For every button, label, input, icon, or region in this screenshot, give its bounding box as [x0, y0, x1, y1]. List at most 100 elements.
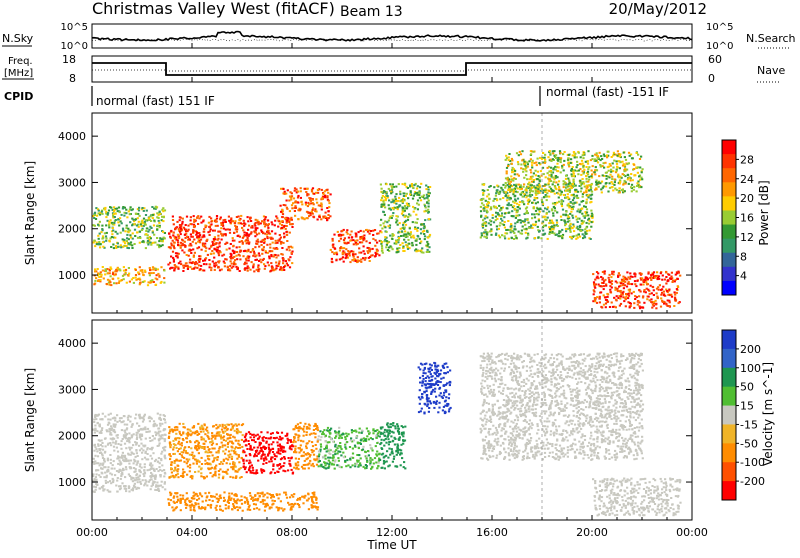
power-cell: [671, 272, 673, 274]
power-cell: [660, 272, 662, 274]
velocity-cell: [184, 446, 186, 448]
power-cell: [557, 184, 559, 186]
power-cell: [150, 237, 152, 239]
velocity-cell: [163, 475, 165, 477]
power-cell: [141, 220, 143, 222]
power-cell: [229, 269, 231, 271]
power-cell: [549, 228, 551, 230]
power-cell: [278, 260, 280, 262]
velocity-cell: [199, 427, 201, 429]
power-cell: [281, 224, 283, 226]
power-cell: [591, 173, 593, 175]
power-cell: [587, 171, 589, 173]
power-cell: [626, 163, 628, 165]
power-cell: [190, 245, 192, 247]
velocity-cell: [226, 429, 228, 431]
power-cell: [634, 275, 636, 277]
velocity-cell: [149, 430, 151, 432]
velocity-cell: [236, 471, 238, 473]
velocity-cell: [164, 488, 166, 490]
power-cell: [104, 273, 106, 275]
velocity-cell: [109, 491, 111, 493]
power-cell: [118, 225, 120, 227]
power-cell: [481, 202, 483, 204]
power-cell: [315, 211, 317, 213]
velocity-cell: [145, 438, 147, 440]
power-cell: [307, 211, 309, 213]
power-cell: [238, 216, 240, 218]
power-cell: [281, 227, 283, 229]
velocity-cell: [238, 424, 240, 426]
velocity-cell: [177, 468, 179, 470]
power-cell: [326, 196, 328, 198]
power-cell: [236, 246, 238, 248]
power-cell: [620, 282, 622, 284]
power-cell: [291, 262, 293, 264]
power-cell: [579, 180, 581, 182]
power-cell: [582, 157, 584, 159]
power-cell: [640, 186, 642, 188]
power-cell: [426, 210, 428, 212]
power-cell: [513, 205, 515, 207]
velocity-cell: [100, 476, 102, 478]
power-cell: [510, 198, 512, 200]
power-cell: [243, 225, 245, 227]
power-cell: [218, 262, 220, 264]
power-cell: [623, 287, 625, 289]
power-cell: [531, 164, 533, 166]
power-cell: [558, 197, 560, 199]
power-cell: [569, 213, 571, 215]
power-cell: [199, 258, 201, 260]
velocity-cell: [253, 447, 255, 449]
power-cell: [548, 233, 550, 235]
power-cell: [615, 299, 617, 301]
velocity-cell: [194, 459, 196, 461]
power-cell: [612, 273, 614, 275]
velocity-cell: [138, 487, 140, 489]
power-cell: [676, 288, 678, 290]
power-cell: [415, 214, 417, 216]
power-cell: [253, 252, 255, 254]
power-cell: [556, 222, 558, 224]
power-cell: [560, 193, 562, 195]
velocity-region: [92, 413, 167, 493]
power-cell: [599, 298, 601, 300]
velocity-cell: [151, 439, 153, 441]
power-cell: [591, 170, 593, 172]
power-cell: [639, 307, 641, 309]
power-cell: [360, 261, 362, 263]
power-cell: [223, 233, 225, 235]
velocity-cell: [106, 475, 108, 477]
power-cell: [488, 222, 490, 224]
velocity-cell: [200, 475, 202, 477]
power-cell: [301, 203, 303, 205]
velocity-cell: [164, 428, 166, 430]
power-cell: [395, 221, 397, 223]
power-cell: [357, 243, 359, 245]
power-cell: [381, 247, 383, 249]
power-cell: [524, 163, 526, 165]
velocity-cell: [157, 445, 159, 447]
power-cell: [561, 200, 563, 202]
power-cell: [593, 284, 595, 286]
power-cell: [605, 186, 607, 188]
power-cell: [403, 195, 405, 197]
power-cell: [632, 179, 634, 181]
power-cell: [381, 203, 383, 205]
velocity-cell: [261, 455, 263, 457]
velocity-cell: [133, 471, 135, 473]
power-cell: [526, 178, 528, 180]
velocity-cell: [222, 426, 224, 428]
power-cell: [276, 242, 278, 244]
power-cell: [399, 191, 401, 193]
power-cell: [253, 263, 255, 265]
power-cell: [559, 235, 561, 237]
power-cell: [483, 231, 485, 233]
velocity-cell: [111, 474, 113, 476]
power-cell: [514, 202, 516, 204]
power-cell: [420, 232, 422, 234]
power-cell: [663, 294, 665, 296]
velocity-cell: [104, 438, 106, 440]
power-cell: [137, 271, 139, 273]
power-cell: [229, 232, 231, 234]
